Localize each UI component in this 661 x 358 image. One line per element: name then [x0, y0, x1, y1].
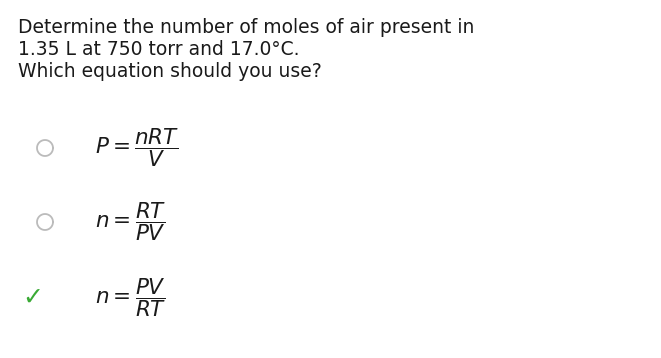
Text: $\mathit{n} = \dfrac{\mathit{RT}}{\mathit{PV}}$: $\mathit{n} = \dfrac{\mathit{RT}}{\mathi… — [95, 200, 167, 243]
Text: $\mathit{n} = \dfrac{\mathit{PV}}{\mathit{RT}}$: $\mathit{n} = \dfrac{\mathit{PV}}{\mathi… — [95, 277, 167, 319]
Text: 1.35 L at 750 torr and 17.0°C.: 1.35 L at 750 torr and 17.0°C. — [18, 40, 299, 59]
Text: $\mathit{P} = \dfrac{\mathit{nRT}}{\mathit{V}}$: $\mathit{P} = \dfrac{\mathit{nRT}}{\math… — [95, 127, 179, 169]
Text: Which equation should you use?: Which equation should you use? — [18, 62, 322, 81]
Text: ✓: ✓ — [22, 286, 43, 310]
Text: Determine the number of moles of air present in: Determine the number of moles of air pre… — [18, 18, 475, 37]
